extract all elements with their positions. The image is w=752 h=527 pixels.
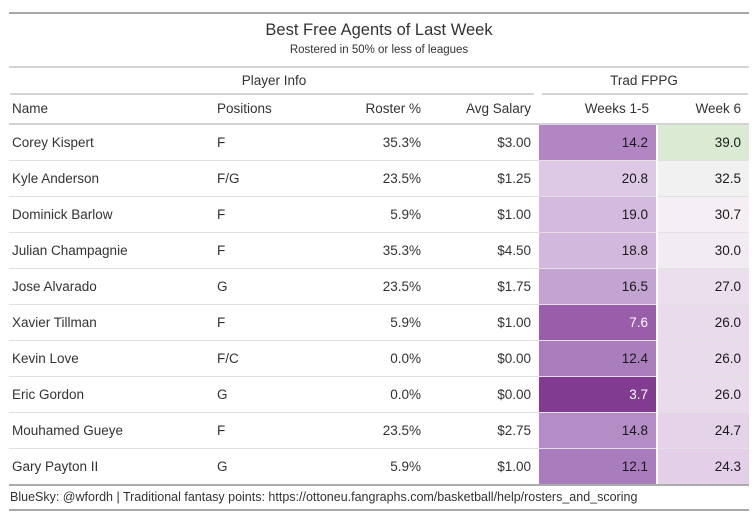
column-header-row: Name Positions Roster % Avg Salary Weeks… xyxy=(9,95,750,125)
player-name: Mouhamed Gueye xyxy=(9,412,214,449)
avg-salary: $2.75 xyxy=(429,412,540,449)
table-row: Dominick Barlow F 5.9% $1.00 19.0 30.7 xyxy=(9,196,750,233)
player-positions: F/G xyxy=(214,160,349,197)
col-header-positions: Positions xyxy=(214,95,349,125)
weeks-1-5-fppg: 16.5 xyxy=(539,268,658,305)
avg-salary: $1.00 xyxy=(497,459,532,474)
player-name: Kevin Love xyxy=(9,340,214,377)
avg-salary: $1.00 xyxy=(429,196,540,233)
player-name: Julian Champagnie xyxy=(9,232,214,269)
week-6-fppg: 27.0 xyxy=(656,268,750,305)
weeks-1-5-fppg: 14.2 xyxy=(539,124,658,161)
spanner-row: Player Info Trad FPPG xyxy=(9,68,749,95)
table-row: Mouhamed Gueye F 23.5% $2.75 14.8 24.7 xyxy=(9,412,750,449)
table-row: Xavier Tillman F 5.9% $1.00 7.6 26.0 xyxy=(9,304,750,341)
roster-pct: 5.9% xyxy=(349,196,429,233)
avg-salary: $0.00 xyxy=(429,376,540,413)
table-row: Kevin Love F/C 0.0% $0.00 12.4 26.0 xyxy=(9,340,750,377)
weeks-1-5-fppg: 3.7 xyxy=(539,376,658,413)
spanner-trad-fppg-underline xyxy=(542,93,749,95)
week-6-fppg: 24.7 xyxy=(656,412,750,449)
table-title: Best Free Agents of Last Week xyxy=(265,21,493,39)
roster-pct: 23.5% xyxy=(349,268,429,305)
avg-salary: $1.75 xyxy=(429,268,540,305)
table-row: Jose Alvarado G 23.5% $1.75 16.5 27.0 xyxy=(9,268,750,305)
table-row: Julian Champagnie F 35.3% $4.50 18.8 30.0 xyxy=(9,232,750,269)
weeks-1-5-fppg: 12.4 xyxy=(539,340,658,377)
table-row: Corey Kispert F 35.3% $3.00 14.2 39.0 xyxy=(9,124,750,161)
free-agents-table: Best Free Agents of Last Week Rostered i… xyxy=(9,12,750,511)
spanner-player-info-underline xyxy=(10,93,535,95)
player-positions: F xyxy=(214,124,349,161)
roster-pct: 5.9% xyxy=(349,304,429,341)
player-positions: G xyxy=(217,459,228,474)
player-positions: F xyxy=(214,304,349,341)
week-6-fppg: 32.5 xyxy=(656,160,750,197)
week-6-fppg: 26.0 xyxy=(656,376,750,413)
table-heading: Best Free Agents of Last Week Rostered i… xyxy=(9,12,749,68)
avg-salary: $1.00 xyxy=(429,304,540,341)
week-6-fppg: 26.0 xyxy=(656,340,750,377)
spanner-player-info-label: Player Info xyxy=(241,73,307,88)
week-6-fppg: 30.0 xyxy=(656,232,750,269)
roster-pct: 23.5% xyxy=(349,160,429,197)
player-name: Dominick Barlow xyxy=(9,196,214,233)
player-positions: F xyxy=(214,412,349,449)
table-row: Kyle Anderson F/G 23.5% $1.25 20.8 32.5 xyxy=(9,160,750,197)
avg-salary: $4.50 xyxy=(429,232,540,269)
col-header-week-6: Week 6 xyxy=(657,95,750,125)
week-6-fppg: 26.0 xyxy=(656,304,750,341)
source-note: BlueSky: @wfordh | Traditional fantasy p… xyxy=(9,484,749,511)
data-table: Player Info Trad FPPG Name Positions Ros… xyxy=(9,68,750,484)
player-name: Corey Kispert xyxy=(9,124,214,161)
player-positions: F xyxy=(214,232,349,269)
weeks-1-5-fppg: 7.6 xyxy=(539,304,658,341)
roster-pct: 35.3% xyxy=(349,124,429,161)
player-name: Kyle Anderson xyxy=(9,160,214,197)
col-header-roster-pct: Roster % xyxy=(349,95,429,125)
weeks-1-5-fppg: 18.8 xyxy=(539,232,658,269)
week-6-fppg: 30.7 xyxy=(656,196,750,233)
player-name: Jose Alvarado xyxy=(9,268,214,305)
player-name: Gary Payton II xyxy=(12,459,99,474)
weeks-1-5-fppg: 19.0 xyxy=(539,196,658,233)
player-positions: F xyxy=(214,196,349,233)
weeks-1-5-fppg: 12.1 xyxy=(539,448,658,484)
avg-salary: $1.25 xyxy=(429,160,540,197)
player-positions: G xyxy=(214,268,349,305)
roster-pct: 5.9% xyxy=(390,459,421,474)
roster-pct: 0.0% xyxy=(349,340,429,377)
table-subtitle: Rostered in 50% or less of leagues xyxy=(289,44,469,56)
table-row: Eric Gordon G 0.0% $0.00 3.7 26.0 xyxy=(9,376,750,413)
weeks-1-5-fppg: 14.8 xyxy=(539,412,658,449)
spanner-trad-fppg-label: Trad FPPG xyxy=(610,73,678,88)
player-positions: G xyxy=(214,376,349,413)
col-header-avg-salary: Avg Salary xyxy=(429,95,540,125)
spanner-trad-fppg: Trad FPPG xyxy=(539,68,749,95)
col-header-name: Name xyxy=(9,95,214,125)
col-header-weeks-1-5: Weeks 1-5 xyxy=(539,95,658,125)
week-6-fppg: 24.3 xyxy=(656,448,750,484)
weeks-1-5-fppg: 20.8 xyxy=(539,160,658,197)
player-name: Eric Gordon xyxy=(9,376,214,413)
player-name: Xavier Tillman xyxy=(9,304,214,341)
week-6-fppg: 39.0 xyxy=(656,124,750,161)
table-row: Gary Payton II G 5.9% $1.00 12.1 24.3 xyxy=(9,448,750,484)
avg-salary: $3.00 xyxy=(429,124,540,161)
roster-pct: 35.3% xyxy=(349,232,429,269)
roster-pct: 0.0% xyxy=(349,376,429,413)
avg-salary: $0.00 xyxy=(429,340,540,377)
player-positions: F/C xyxy=(214,340,349,377)
spanner-player-info: Player Info xyxy=(9,68,539,95)
table-body: Corey Kispert F 35.3% $3.00 14.2 39.0 Kyle And… xyxy=(9,124,750,484)
roster-pct: 23.5% xyxy=(349,412,429,449)
